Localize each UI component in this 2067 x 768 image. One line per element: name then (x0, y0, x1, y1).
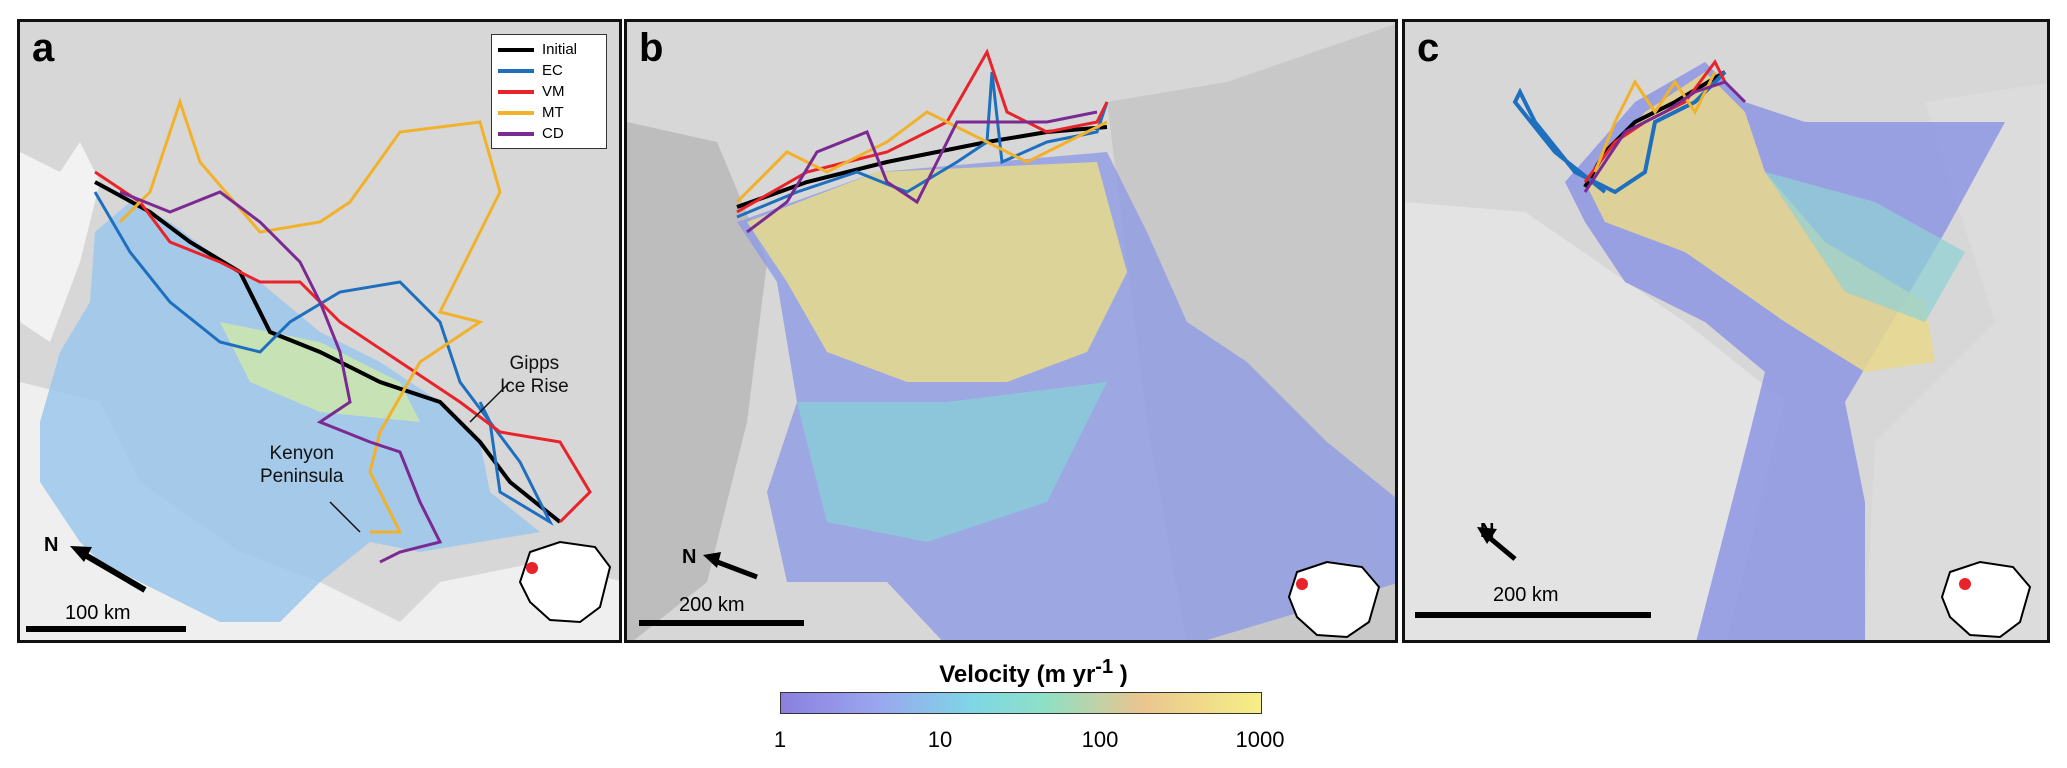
panel-letter-a: a (32, 26, 55, 70)
terrain-c-right (1865, 82, 2047, 640)
terrain-left (20, 142, 100, 342)
north-arrowhead-c (1477, 527, 1497, 544)
velocity-field-a (40, 202, 540, 622)
north-label-b: N (682, 546, 697, 568)
scale-bar-b (639, 620, 804, 626)
velocity-core-a (220, 322, 420, 422)
legend-label-ec: EC (542, 62, 563, 79)
legend-label-mt: MT (542, 104, 564, 121)
label-kenyon-peninsula: Kenyon Peninsula (260, 443, 344, 487)
legend-swatch-vm (498, 89, 534, 94)
map-panel-b: b N 200 km (624, 19, 1398, 643)
map-c-graphics (1405, 59, 2047, 640)
legend-item-initial: Initial (498, 39, 600, 60)
colorbar-tick-1000: 1000 (1235, 727, 1285, 752)
antarctica-inset-a (518, 540, 612, 624)
colorbar-tick-1: 1 (773, 727, 787, 752)
map-panel-a: a Initial EC VM MT CD Gipps Ice Rise Ken… (17, 19, 622, 643)
front-vm-b (736, 48, 1109, 214)
front-vm-a (94, 170, 592, 524)
colorbar-title-text: Velocity (m yr (939, 661, 1096, 688)
map-a-graphics (20, 97, 619, 640)
front-cd-a (119, 190, 443, 564)
north-arrowhead-a (70, 546, 92, 562)
legend-item-mt: MT (498, 102, 600, 123)
terrain-c-left (1405, 202, 1785, 640)
colorbar-tick-100: 100 (1081, 727, 1119, 752)
map-b-graphics (627, 24, 1395, 640)
colorbar-title: Velocity (m yr-1 ) (0, 656, 2067, 689)
legend-item-cd: CD (498, 123, 600, 144)
north-label-a: N (44, 534, 59, 556)
front-ec-c (1512, 70, 1727, 195)
label-gipps-ice-rise: Gipps Ice Rise (500, 353, 569, 397)
front-cd-c (1583, 80, 1747, 193)
location-dot-c (1959, 578, 1971, 590)
velocity-mid-b (797, 382, 1107, 542)
location-dot-b (1296, 578, 1308, 590)
front-legend: Initial EC VM MT CD (491, 34, 607, 149)
north-label-c: N (1480, 520, 1495, 542)
front-mt-b (735, 110, 1108, 204)
callout-kenyon (329, 501, 361, 533)
colorbar-title-close: ) (1119, 661, 1128, 688)
north-arrowhead-b (703, 552, 721, 568)
front-mt-a (118, 97, 502, 534)
colorbar-tick-10: 10 (927, 727, 953, 752)
panel-letter-c: c (1417, 26, 1440, 70)
north-arrow-b (711, 557, 758, 580)
legend-swatch-ec (498, 68, 534, 73)
legend-label-cd: CD (542, 125, 564, 142)
terrain-b-left (627, 122, 767, 640)
scale-bar-c (1415, 612, 1651, 618)
velocity-core-b (747, 162, 1127, 382)
legend-swatch-initial (498, 47, 534, 52)
legend-swatch-mt (498, 110, 534, 115)
map-panel-c: c N 200 km (1402, 19, 2050, 643)
velocity-colorbar (780, 692, 1262, 714)
legend-label-vm: VM (542, 83, 565, 100)
scale-label-b: 200 km (679, 594, 745, 616)
legend-item-ec: EC (498, 60, 600, 81)
velocity-mid-c (1765, 172, 1965, 322)
location-dot-a (526, 562, 538, 574)
north-arrow-a (78, 549, 147, 593)
antarctica-inset-b (1287, 560, 1381, 639)
colorbar-title-exponent: -1 (1095, 656, 1114, 678)
panel-letter-b: b (639, 26, 664, 70)
front-cd-b (746, 110, 1098, 234)
legend-item-vm: VM (498, 81, 600, 102)
scale-label-a: 100 km (65, 602, 131, 624)
legend-label-initial: Initial (542, 41, 578, 58)
callout-gipps (469, 381, 511, 423)
scale-label-c: 200 km (1493, 584, 1559, 606)
scale-bar-a (26, 626, 186, 632)
front-initial-a (94, 180, 562, 524)
velocity-core-c (1585, 72, 1935, 372)
front-ec-a (93, 191, 554, 526)
front-mt-c (1593, 71, 1717, 173)
legend-swatch-cd (498, 131, 534, 136)
